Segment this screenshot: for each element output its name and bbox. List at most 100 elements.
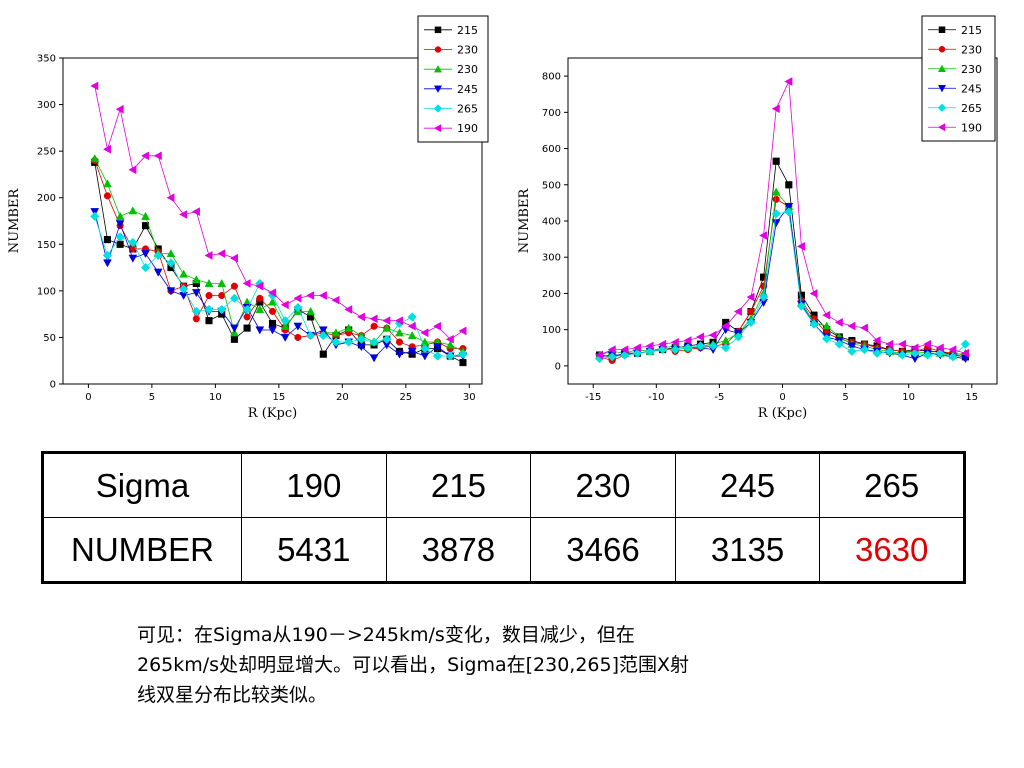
data-point (721, 336, 731, 345)
data-point (205, 317, 213, 325)
data-point (331, 295, 340, 305)
data-point (268, 319, 277, 328)
data-point (758, 292, 769, 302)
series-line (94, 85, 464, 340)
data-point (784, 207, 794, 217)
data-point (116, 240, 124, 248)
data-point (204, 251, 213, 260)
data-point (759, 231, 768, 240)
data-point (420, 343, 430, 354)
data-point (420, 352, 430, 361)
data-point (458, 349, 468, 359)
legend-box (417, 15, 489, 143)
data-point (897, 339, 906, 349)
data-point (607, 345, 616, 354)
data-point (280, 300, 289, 310)
summary-table: Sigma 190 215 230 245 265 NUMBER 5431 38… (41, 451, 966, 584)
data-point (433, 321, 442, 331)
data-point (645, 341, 654, 351)
data-point (318, 326, 328, 335)
x-tick-label: 5 (842, 392, 848, 403)
data-point (948, 352, 958, 362)
data-point (595, 350, 604, 360)
legend-label: 230 (457, 44, 478, 57)
data-point (153, 250, 163, 261)
x-tick-label: 15 (965, 392, 978, 403)
x-tick-label: 20 (336, 392, 349, 403)
data-point (128, 206, 138, 215)
data-point (255, 326, 265, 335)
sigma-cell: 215 (385, 452, 532, 518)
data-point (191, 289, 201, 298)
legend-marker (937, 103, 947, 113)
data-point (90, 81, 99, 91)
data-point (772, 157, 780, 165)
series-line (94, 162, 464, 363)
data-point (445, 340, 455, 349)
data-point (796, 301, 807, 311)
y-axis-title: NUMBER (517, 188, 532, 254)
data-point (242, 279, 251, 288)
data-point (141, 151, 150, 161)
legend-label: 230 (457, 63, 478, 76)
x-tick-label: 0 (779, 392, 785, 403)
data-point (370, 322, 378, 330)
x-tick-label: 15 (272, 392, 285, 403)
data-point (344, 323, 354, 332)
legend-box (921, 15, 996, 142)
data-point (746, 292, 755, 302)
data-point (103, 236, 111, 244)
data-point (923, 339, 932, 349)
series-line (94, 158, 464, 352)
data-point (115, 211, 125, 220)
data-point (395, 338, 404, 346)
data-point (695, 341, 706, 351)
series-4 (594, 207, 971, 364)
x-tick-label: -10 (648, 392, 664, 403)
data-point (658, 339, 667, 349)
data-point (256, 294, 264, 302)
data-point (230, 282, 238, 290)
data-point (204, 304, 214, 315)
data-point (242, 304, 252, 315)
data-point (356, 312, 365, 322)
data-point (255, 305, 265, 314)
data-point (141, 250, 150, 259)
legend-marker (937, 85, 947, 93)
data-point (872, 336, 881, 345)
sigma-cell: 265 (819, 452, 965, 518)
data-point (319, 350, 327, 358)
data-point (433, 343, 442, 352)
table-row: NUMBER 5431 3878 3466 3135 3630 (42, 517, 965, 583)
number-cell-highlighted: 3630 (819, 517, 965, 583)
data-point (395, 328, 404, 337)
x-tick-label: 10 (902, 392, 915, 403)
legend: 215 230 230 245 265 190 (921, 15, 996, 142)
legend-marker (433, 104, 443, 113)
x-tick-label: 25 (399, 392, 412, 403)
data-point (872, 348, 882, 358)
data-point (822, 334, 832, 344)
y-tick-label: 200 (37, 193, 56, 204)
sigma-cell: 190 (241, 452, 387, 518)
table-header-row: Sigma 190 215 230 245 265 (42, 452, 965, 518)
data-point (305, 330, 316, 341)
data-point (140, 262, 151, 273)
symmetric-distribution-chart: -15 -10 -5 0 5 10 15 0 100 200 300 400 500 600 700 800 R… (517, 15, 998, 421)
y-tick-label: 400 (542, 217, 561, 228)
data-point (217, 249, 226, 258)
data-point (280, 321, 290, 330)
number-cell: 5431 (241, 517, 387, 583)
data-point (822, 321, 832, 330)
legend-marker (433, 65, 443, 73)
series-line (599, 79, 966, 356)
data-point (280, 316, 290, 326)
data-point (115, 104, 124, 114)
data-point (432, 351, 443, 361)
data-point (834, 318, 843, 327)
data-point (746, 317, 756, 328)
data-point (607, 352, 617, 362)
data-point (204, 278, 214, 287)
table-row-label: NUMBER (42, 517, 242, 583)
data-point (420, 328, 429, 338)
